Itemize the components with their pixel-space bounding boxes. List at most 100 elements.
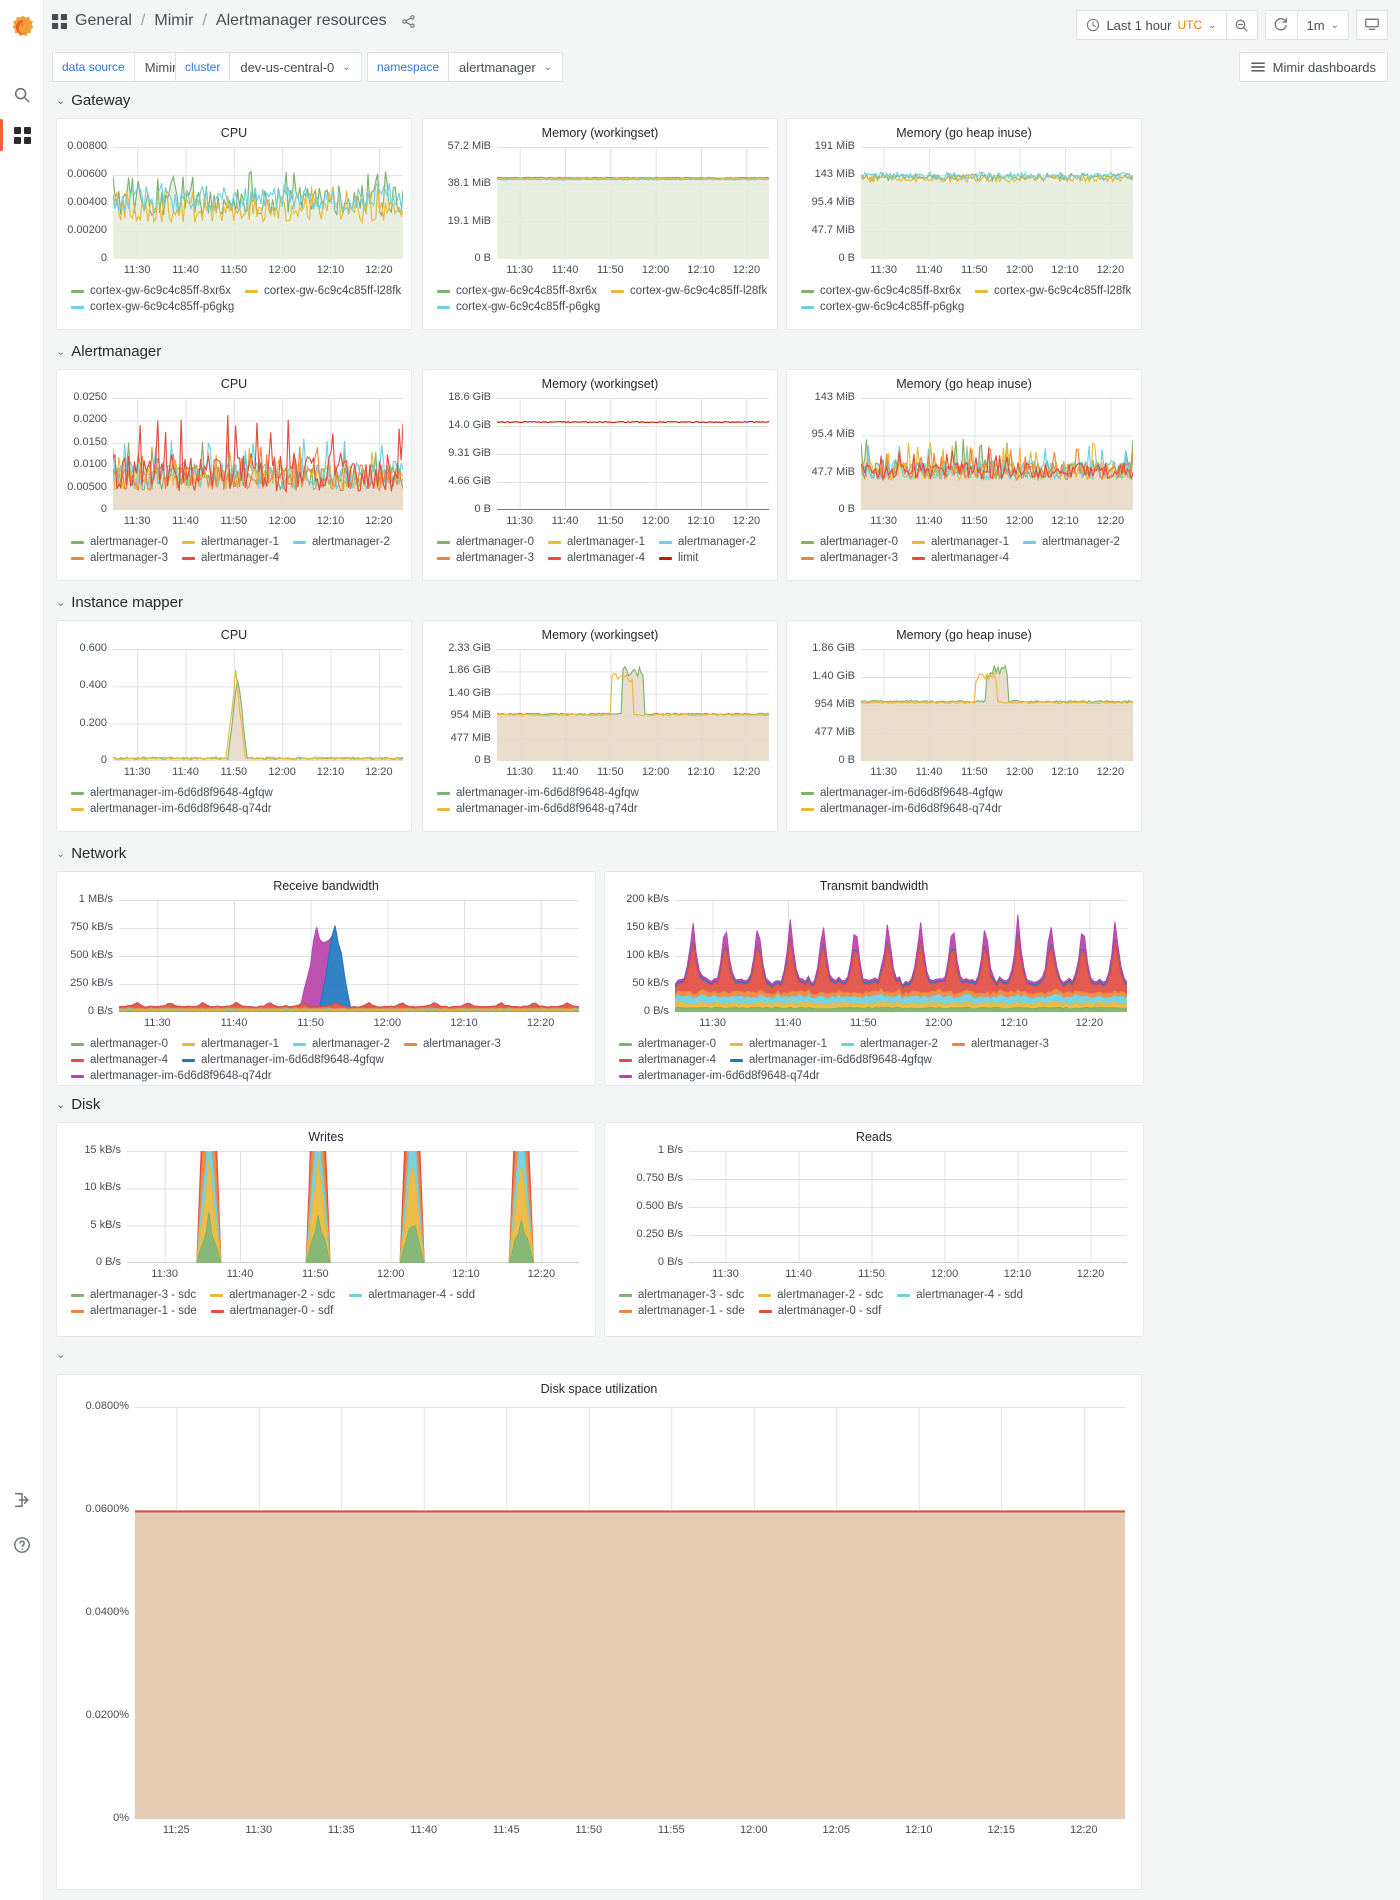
plot-area[interactable]	[497, 147, 769, 259]
row-header-instance-mapper[interactable]: ⌄ Instance mapper	[56, 594, 183, 611]
panel-instancemapper-mem-goheap[interactable]: Memory (go heap inuse) 0 B 477 MiB 954 MiB 1…	[786, 620, 1142, 832]
grafana-logo[interactable]	[10, 14, 36, 40]
panel-alertmanager-mem-goheap[interactable]: Memory (go heap inuse) 0 B 47.7 MiB 95.4 Mi…	[786, 369, 1142, 581]
refresh-interval-picker[interactable]: 1m ⌄	[1296, 10, 1349, 40]
legend-item[interactable]: cortex-gw-6c9c4c85ff-l28fk	[611, 285, 767, 297]
legend-item[interactable]: alertmanager-4 - sdd	[897, 1289, 1023, 1301]
legend-item[interactable]: alertmanager-2	[1022, 536, 1120, 548]
variable-cluster[interactable]: cluster dev-us-central-0 ⌄	[175, 52, 362, 82]
panel-disk-reads[interactable]: Reads 0 B/s 0.250 B/s 0.500 B/s 0.750 B/s 1 B…	[604, 1122, 1144, 1337]
share-icon[interactable]	[401, 14, 416, 29]
panel-disk-writes[interactable]: Writes 0 B/s 5 kB/s 10 kB/s 15 kB/s 11:30 11:4…	[56, 1122, 596, 1337]
legend-item[interactable]: alertmanager-1 - sde	[71, 1305, 197, 1317]
panel-gateway-mem-goheap[interactable]: Memory (go heap inuse) 0 B 47.7 MiB 95.4 Mi…	[786, 118, 1142, 330]
row-header-disk[interactable]: ⌄ Disk	[56, 1096, 100, 1113]
panel-gateway-cpu[interactable]: CPU 0 0.00200 0.00400 0.00600 0.00800 11:30 11:…	[56, 118, 412, 330]
legend-item[interactable]: alertmanager-3	[403, 1038, 501, 1050]
legend-item[interactable]: alertmanager-1	[547, 536, 645, 548]
legend-item[interactable]: alertmanager-0	[71, 536, 168, 548]
row-header-gateway[interactable]: ⌄ Gateway	[56, 92, 130, 109]
legend-item[interactable]: limit	[658, 552, 698, 564]
panel-disk-space-utilization[interactable]: Disk space utilization 0% 0.0200% 0.0400% 0.…	[56, 1374, 1142, 1890]
plot-area[interactable]	[861, 398, 1133, 510]
legend-item[interactable]: alertmanager-2 - sdc	[210, 1289, 335, 1301]
panel-gateway-mem-workingset[interactable]: Memory (workingset) 0 B 19.1 MiB 38.1 MiB 57…	[422, 118, 778, 330]
legend-item[interactable]: alertmanager-im-6d6d8f9648-4gfqw	[71, 787, 273, 799]
legend-item[interactable]: alertmanager-im-6d6d8f9648-4gfqw	[801, 787, 1003, 799]
legend-item[interactable]: alertmanager-2	[658, 536, 756, 548]
legend-item[interactable]: alertmanager-im-6d6d8f9648-4gfqw	[437, 787, 639, 799]
row-header-network[interactable]: ⌄ Network	[56, 845, 126, 862]
legend-item[interactable]: alertmanager-im-6d6d8f9648-4gfqw	[181, 1054, 384, 1066]
legend-item[interactable]: alertmanager-im-6d6d8f9648-q74dr	[71, 803, 272, 815]
legend-item[interactable]: cortex-gw-6c9c4c85ff-p6gkg	[71, 301, 234, 313]
legend-item[interactable]: alertmanager-1	[181, 536, 279, 548]
legend-item[interactable]: alertmanager-im-6d6d8f9648-q74dr	[801, 803, 1002, 815]
variable-namespace[interactable]: namespace alertmanager ⌄	[367, 52, 564, 82]
legend-item[interactable]: alertmanager-0	[71, 1038, 168, 1050]
legend-item[interactable]: alertmanager-2 - sdc	[758, 1289, 883, 1301]
plot-area[interactable]	[675, 900, 1127, 1012]
plot-area[interactable]	[119, 900, 579, 1012]
legend-item[interactable]: alertmanager-0 - sdf	[758, 1305, 881, 1317]
breadcrumb-folder[interactable]: General	[75, 12, 132, 29]
zoom-out-button[interactable]	[1225, 10, 1258, 40]
plot-area[interactable]	[135, 1407, 1125, 1819]
legend-item[interactable]: alertmanager-3	[437, 552, 534, 564]
row-header-untitled[interactable]: ⌄	[56, 1348, 71, 1361]
legend-item[interactable]: alertmanager-1	[729, 1038, 827, 1050]
legend-item[interactable]: alertmanager-4	[71, 1054, 168, 1066]
legend-item[interactable]: alertmanager-4	[181, 552, 279, 564]
time-range-picker[interactable]: Last 1 hour UTC ⌄	[1076, 10, 1226, 40]
legend-item[interactable]: alertmanager-1	[911, 536, 1009, 548]
legend-item[interactable]: alertmanager-3	[71, 552, 168, 564]
page-title[interactable]: Alertmanager resources	[215, 12, 387, 29]
panel-network-receive[interactable]: Receive bandwidth 0 B/s 250 kB/s 500 kB/s 75…	[56, 871, 596, 1086]
legend-item[interactable]: alertmanager-1 - sde	[619, 1305, 745, 1317]
help-icon[interactable]	[0, 1525, 44, 1565]
legend-item[interactable]: alertmanager-im-6d6d8f9648-q74dr	[437, 803, 638, 815]
mimir-dashboards-link[interactable]: Mimir dashboards	[1238, 52, 1388, 82]
plot-area[interactable]	[861, 147, 1133, 259]
plot-area[interactable]	[113, 649, 403, 761]
plot-area[interactable]	[113, 398, 403, 510]
legend-item[interactable]: alertmanager-im-6d6d8f9648-4gfqw	[729, 1054, 932, 1066]
legend-item[interactable]: cortex-gw-6c9c4c85ff-8xr6x	[71, 285, 231, 297]
legend-item[interactable]: cortex-gw-6c9c4c85ff-p6gkg	[801, 301, 964, 313]
legend-item[interactable]: alertmanager-3	[801, 552, 898, 564]
plot-area[interactable]	[113, 147, 403, 259]
plot-area[interactable]	[127, 1151, 579, 1263]
panel-network-transmit[interactable]: Transmit bandwidth 0 B/s 50 kB/s 100 kB/s 15…	[604, 871, 1144, 1086]
legend-item[interactable]: alertmanager-0	[619, 1038, 716, 1050]
plot-area[interactable]	[497, 649, 769, 761]
row-header-alertmanager[interactable]: ⌄ Alertmanager	[56, 343, 161, 360]
panel-alertmanager-mem-workingset[interactable]: Memory (workingset) 0 B 4.66 GiB 9.31 GiB 14…	[422, 369, 778, 581]
search-icon[interactable]	[0, 75, 44, 115]
legend-item[interactable]: alertmanager-0	[801, 536, 898, 548]
variable-namespace-value[interactable]: alertmanager ⌄	[448, 52, 564, 82]
legend-item[interactable]: alertmanager-4	[911, 552, 1009, 564]
legend-item[interactable]: alertmanager-0 - sdf	[210, 1305, 333, 1317]
legend-item[interactable]: alertmanager-2	[840, 1038, 938, 1050]
legend-item[interactable]: alertmanager-im-6d6d8f9648-q74dr	[619, 1070, 820, 1082]
legend-item[interactable]: cortex-gw-6c9c4c85ff-8xr6x	[801, 285, 961, 297]
legend-item[interactable]: alertmanager-im-6d6d8f9648-q74dr	[71, 1070, 272, 1082]
legend-item[interactable]: alertmanager-4	[619, 1054, 716, 1066]
panel-alertmanager-cpu[interactable]: CPU 0 0.00500 0.0100 0.0150 0.0200 0.0250 11:30…	[56, 369, 412, 581]
panel-instancemapper-mem-workingset[interactable]: Memory (workingset) 0 B 477 MiB 954 MiB 1.40…	[422, 620, 778, 832]
legend-item[interactable]: alertmanager-0	[437, 536, 534, 548]
legend-item[interactable]: alertmanager-4	[547, 552, 645, 564]
legend-item[interactable]: alertmanager-3 - sdc	[619, 1289, 744, 1301]
legend-item[interactable]: alertmanager-3 - sdc	[71, 1289, 196, 1301]
signin-icon[interactable]	[0, 1480, 44, 1520]
legend-item[interactable]: alertmanager-2	[292, 1038, 390, 1050]
legend-item[interactable]: cortex-gw-6c9c4c85ff-l28fk	[245, 285, 401, 297]
legend-item[interactable]: alertmanager-1	[181, 1038, 279, 1050]
variable-cluster-value[interactable]: dev-us-central-0 ⌄	[229, 52, 362, 82]
breadcrumb-subfolder[interactable]: Mimir	[154, 12, 194, 29]
panel-instancemapper-cpu[interactable]: CPU 0 0.200 0.400 0.600 11:30 11:40 11:50 12:00 1…	[56, 620, 412, 832]
legend-item[interactable]: alertmanager-4 - sdd	[349, 1289, 475, 1301]
refresh-button[interactable]	[1264, 10, 1297, 40]
legend-item[interactable]: alertmanager-3	[951, 1038, 1049, 1050]
plot-area[interactable]	[861, 649, 1133, 761]
